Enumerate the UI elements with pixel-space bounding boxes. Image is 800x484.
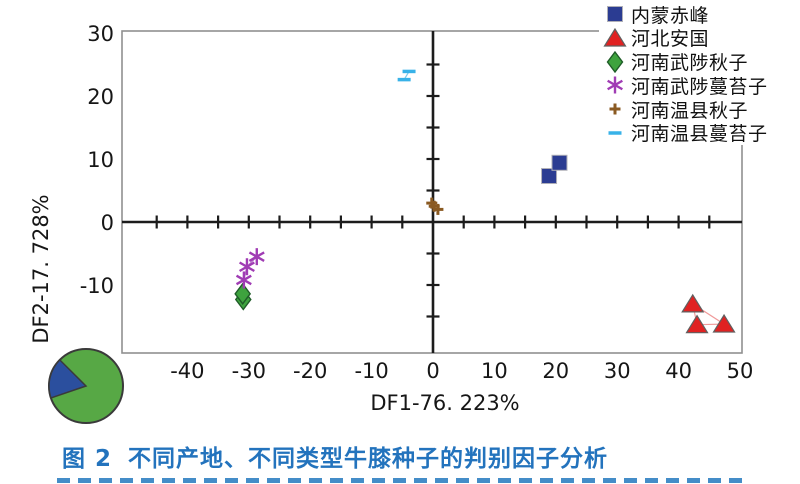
- asterisk-data-point: [238, 258, 255, 276]
- svg-text:40: 40: [665, 359, 692, 383]
- plus-data-point: [609, 103, 621, 115]
- legend-item: 内蒙赤峰: [599, 3, 799, 27]
- legend-item: 河北安国: [599, 27, 799, 51]
- svg-text:10: 10: [87, 148, 114, 172]
- series-5: [397, 69, 416, 82]
- legend-label: 河南武陟秋子: [631, 52, 749, 75]
- dash-marker-icon: [599, 122, 631, 144]
- legend-label: 河南温县秋子: [631, 99, 749, 122]
- square-data-point: [607, 6, 623, 22]
- svg-text:20: 20: [542, 359, 569, 383]
- triangle-marker-icon: [599, 27, 631, 49]
- svg-text:30: 30: [87, 22, 114, 46]
- svg-text:-30: -30: [232, 359, 266, 383]
- triangle-data-point: [712, 313, 736, 333]
- asterisk-data-point: [235, 271, 252, 289]
- legend-item: 河南温县秋子: [599, 98, 799, 122]
- axis-ticks: [155, 63, 711, 318]
- svg-text:50: 50: [727, 359, 754, 383]
- figure-number: 图 2: [62, 446, 113, 472]
- asterisk-data-point: [248, 248, 265, 266]
- svg-text:0: 0: [426, 359, 439, 383]
- plus-data-point: [432, 203, 444, 215]
- axis-tick-labels: -40 -30 -20 -10 0 10 20 30 40 50 30 20 10 0 -10: [80, 22, 754, 383]
- legend-item: 河南武陟秋子: [599, 50, 799, 75]
- center-axes: [122, 31, 742, 353]
- legend: 内蒙赤峰 河北安国 河南武陟秋子 河南武陟蔓苔子 河南温县秋子 河南温县蔓苔子: [599, 2, 799, 145]
- asterisk-data-point: [607, 76, 623, 94]
- svg-text:-40: -40: [170, 359, 204, 383]
- cropped-text-row: [57, 478, 747, 483]
- plus-marker-icon: [599, 98, 631, 120]
- legend-item: 河南温县蔓苔子: [599, 122, 799, 146]
- svg-text:-10: -10: [80, 274, 114, 298]
- series-0: [541, 154, 568, 185]
- svg-text:-10: -10: [354, 359, 388, 383]
- series-4: [426, 197, 444, 215]
- square-data-point: [551, 154, 568, 171]
- triangle-data-point: [681, 293, 705, 313]
- series-3: [235, 248, 265, 289]
- data-series: [234, 69, 736, 334]
- square-marker-icon: [599, 3, 631, 25]
- square-data-point: [541, 168, 558, 185]
- diamond-data-point: [234, 282, 252, 305]
- svg-text:30: 30: [604, 359, 631, 383]
- legend-label: 河南武陟蔓苔子: [631, 75, 768, 98]
- figure-caption-text: 不同产地、不同类型牛膝种子的判别因子分析: [128, 446, 609, 472]
- series-2: [234, 282, 252, 311]
- svg-text:0: 0: [101, 211, 114, 235]
- svg-text:-20: -20: [293, 359, 327, 383]
- legend-label: 河北安国: [631, 28, 710, 51]
- figure-caption: 图 2 不同产地、不同类型牛膝种子的判别因子分析: [62, 439, 608, 473]
- inset-pie-chart: [48, 348, 124, 424]
- legend-item: 河南武陟蔓苔子: [599, 74, 799, 98]
- triangle-data-point: [603, 27, 627, 47]
- legend-label: 内蒙赤峰: [631, 4, 710, 27]
- diamond-data-point: [606, 50, 624, 73]
- asterisk-marker-icon: [599, 74, 631, 96]
- series-1: [681, 293, 736, 334]
- svg-text:10: 10: [481, 359, 508, 383]
- diamond-marker-icon: [599, 50, 631, 73]
- x-axis-label: DF1-76. 223%: [370, 391, 520, 415]
- svg-text:20: 20: [87, 85, 114, 109]
- legend-label: 河南温县蔓苔子: [631, 123, 768, 146]
- triangle-data-point: [685, 314, 709, 334]
- y-axis-label: DF2-17. 728%: [29, 194, 53, 344]
